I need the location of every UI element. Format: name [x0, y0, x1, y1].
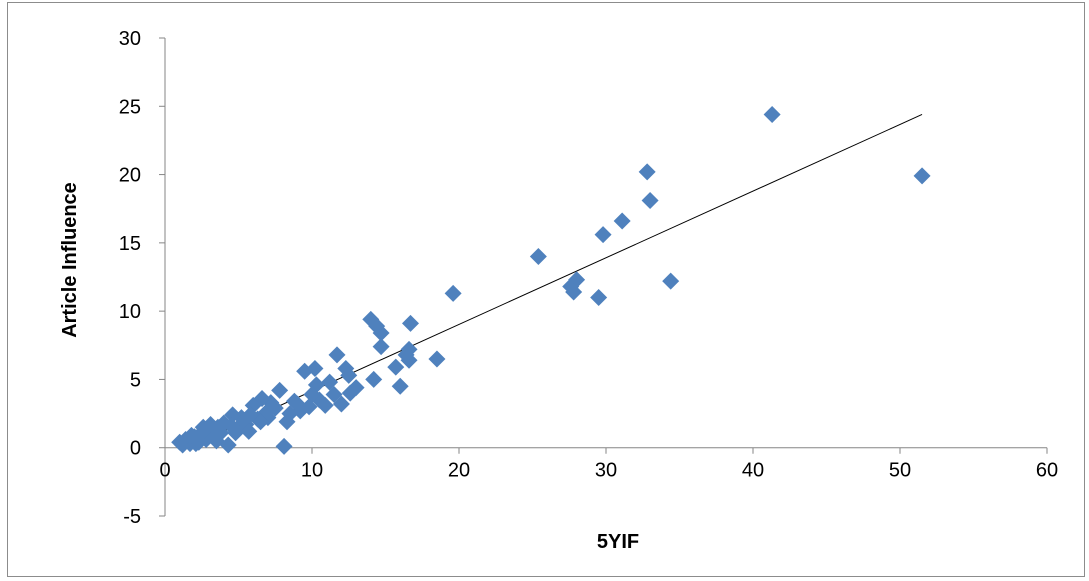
data-point: [400, 351, 418, 369]
data-point: [638, 163, 656, 181]
data-point: [401, 314, 419, 332]
data-point: [240, 422, 258, 440]
y-tick-label: 5: [130, 369, 141, 391]
data-point: [340, 366, 358, 384]
data-point: [303, 385, 321, 403]
y-tick-label: 20: [119, 165, 141, 187]
data-point: [362, 310, 380, 328]
data-point: [171, 433, 189, 451]
data-point: [347, 379, 365, 397]
axes: [159, 37, 1048, 517]
y-axis-title: Article Influence: [59, 182, 81, 338]
data-point: [328, 346, 346, 364]
data-point: [222, 417, 240, 435]
y-tick-labels: -5 0 5 10 15 20 25 30: [119, 28, 141, 528]
data-point: [321, 373, 339, 391]
data-point: [365, 370, 383, 388]
data-point: [182, 426, 200, 444]
data-point: [613, 212, 631, 230]
data-point: [207, 432, 225, 450]
y-tick-label: 10: [119, 301, 141, 323]
data-point: [913, 167, 931, 185]
data-point: [387, 358, 405, 376]
x-tick-label: 0: [159, 460, 170, 482]
x-tick-label: 60: [1036, 460, 1058, 482]
data-point: [271, 381, 289, 399]
y-tick-label: 25: [119, 96, 141, 118]
data-point: [444, 284, 462, 302]
data-point: [428, 350, 446, 368]
y-tick-label: 0: [130, 438, 141, 460]
x-tick-label: 10: [301, 460, 323, 482]
x-tick-label: 50: [889, 460, 911, 482]
data-point: [372, 338, 390, 356]
data-point: [565, 283, 583, 301]
y-tick-label: -5: [123, 506, 141, 528]
x-axis-title: 5YIF: [597, 531, 639, 553]
x-tick-label: 20: [448, 460, 470, 482]
x-tick-label: 40: [742, 460, 764, 482]
scatter-plot: -5 0 5 10 15 20 25 30 0 10 20 30 40 50 60 5YIF Articl…: [59, 28, 1058, 553]
data-point: [641, 192, 659, 210]
y-tick-label: 15: [119, 233, 141, 255]
data-point: [288, 395, 306, 413]
x-tick-labels: 0 10 20 30 40 50 60: [159, 460, 1058, 482]
data-point: [278, 413, 296, 431]
data-point: [529, 248, 547, 266]
chart-area: -5 0 5 10 15 20 25 30 0 10 20 30 40 50 60 5YIF Articl…: [7, 2, 1085, 577]
data-point: [594, 226, 612, 244]
data-point: [662, 272, 680, 290]
data-point: [296, 362, 314, 380]
data-point: [391, 377, 409, 395]
x-tick-label: 30: [595, 460, 617, 482]
data-point: [224, 406, 242, 424]
data-point: [590, 288, 608, 306]
y-tick-label: 30: [119, 28, 141, 50]
data-point: [275, 437, 293, 455]
data-points: [171, 105, 931, 455]
data-point: [763, 105, 781, 123]
data-point: [194, 418, 212, 436]
